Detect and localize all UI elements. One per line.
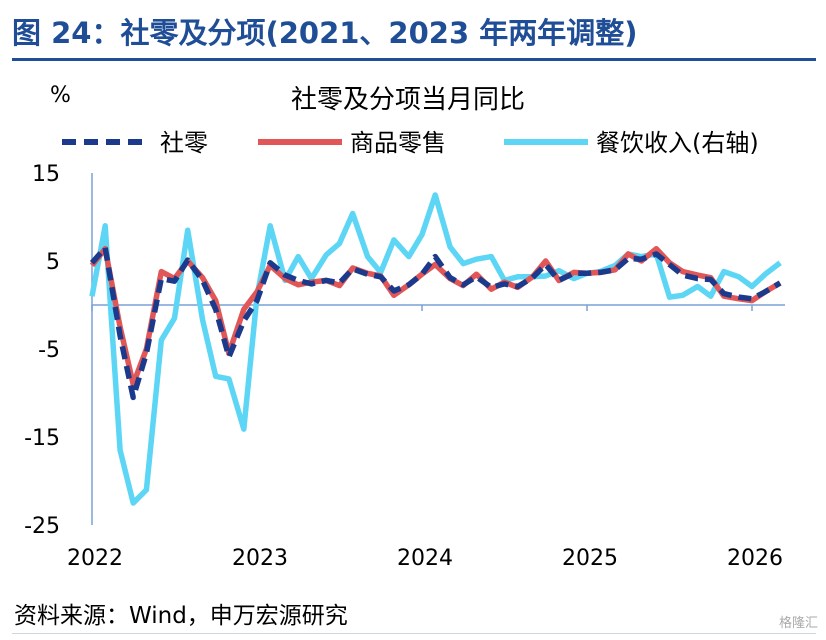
y-tick-label-3: -5 (38, 338, 60, 363)
x-tick-label-3: 2024 (397, 546, 453, 571)
line-chart: 社零及分项当月同比% 社零 商品零售 餐饮收入(右轴) 15 5 -5 -15 -25 2022 2… (24, 83, 785, 571)
chart-title: 社零及分项当月同比 (291, 85, 525, 115)
legend-label-1: 社零 (160, 129, 208, 157)
legend-label-2: 商品零售 (350, 129, 446, 157)
x-tick-label-1: 2022 (67, 546, 123, 571)
unit-label: % (50, 83, 71, 108)
source-note: 资料来源：Wind，申万宏源研究 (14, 603, 348, 629)
bottom-divider (12, 633, 816, 634)
x-tick-label-5: 2026 (727, 546, 783, 571)
legend-label-3: 餐饮收入(右轴) (596, 129, 759, 157)
x-tick-label-2: 2023 (232, 546, 288, 571)
y-tick-label-5: -25 (24, 514, 60, 539)
x-tick-label-4: 2025 (562, 546, 618, 571)
y-tick-label-2: 5 (46, 250, 60, 275)
y-tick-label-4: -15 (24, 426, 60, 451)
figure-title: 图 24：社零及分项(2021、2023 年两年调整) (12, 16, 638, 50)
y-tick-label-1: 15 (32, 162, 60, 187)
series-line-1 (89, 245, 782, 401)
watermark-logo: 格隆汇 (778, 616, 818, 631)
series-line-3 (89, 192, 782, 506)
title-underline (12, 58, 816, 61)
